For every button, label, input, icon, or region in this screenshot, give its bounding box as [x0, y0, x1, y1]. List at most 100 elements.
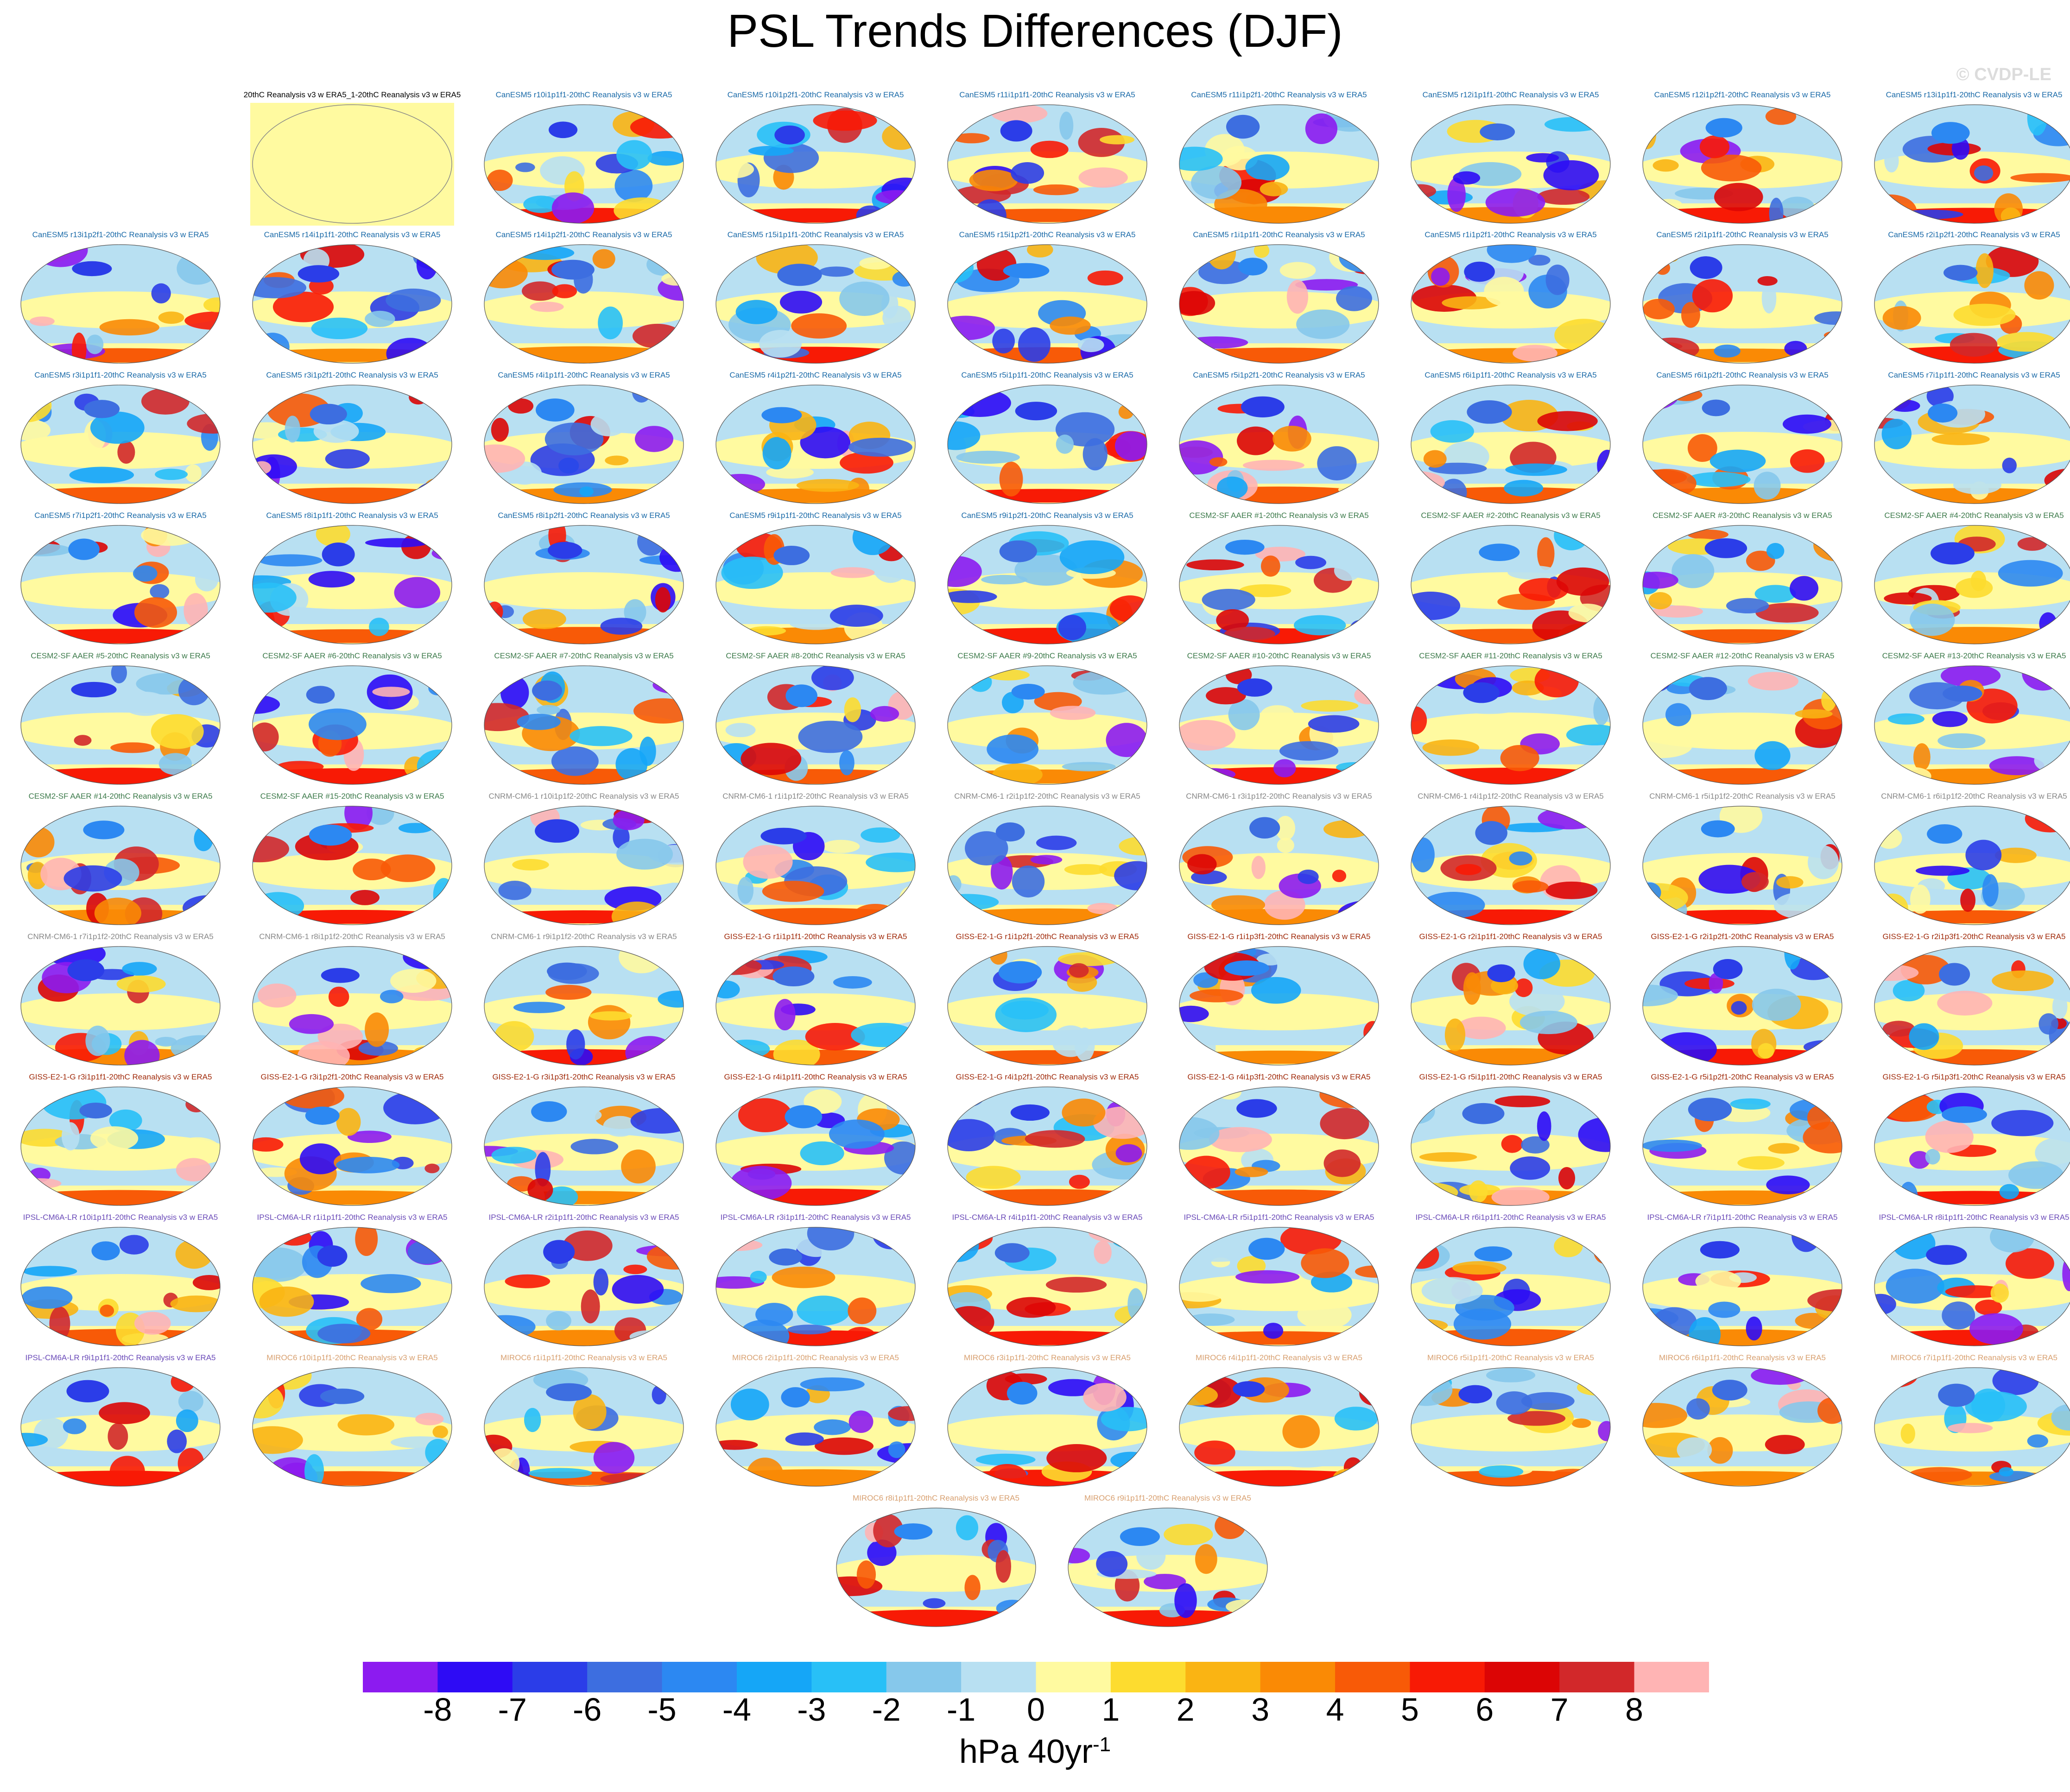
field-blob [347, 1130, 392, 1143]
field-blob [353, 858, 391, 881]
field-blob [761, 407, 802, 423]
field-blob [1937, 733, 1986, 749]
globe-outline [947, 946, 1147, 1066]
field-blob [1537, 188, 1590, 205]
map-panel: CanESM5 r12i1p1f1-20thC Reanalysis v3 w … [1395, 90, 1627, 229]
trend-field [948, 525, 1147, 644]
panel-label: CanESM5 r7i1p1f1-20thC Reanalysis v3 w E… [1888, 371, 2060, 379]
field-blob [1323, 1149, 1361, 1177]
field-blob [545, 1186, 578, 1205]
field-blob [2038, 1013, 2058, 1035]
field-blob [1030, 855, 1063, 864]
field-blob [423, 528, 447, 542]
field-blob [848, 1297, 877, 1325]
field-blob [184, 593, 208, 628]
field-blob [281, 1087, 344, 1109]
field-blob [1100, 135, 1135, 145]
map-background [250, 103, 454, 226]
trend-field [253, 666, 452, 784]
map-plot [1642, 946, 1842, 1066]
trend-field [1643, 385, 1842, 504]
field-blob [1239, 584, 1291, 597]
field-blob [730, 1166, 792, 1201]
field-blob [964, 1575, 981, 1600]
trend-field [1643, 245, 1842, 363]
field-blob [658, 991, 684, 1008]
field-blob [1189, 768, 1236, 781]
field-blob [543, 1240, 575, 1264]
field-blob [432, 1425, 448, 1439]
field-blob [991, 855, 1013, 890]
field-blob [1179, 1005, 1209, 1022]
field-band [1179, 206, 1379, 223]
field-blob [612, 1275, 664, 1304]
trend-field [21, 946, 220, 1065]
map-plot [252, 1086, 452, 1206]
field-band [484, 1330, 684, 1346]
field-band [716, 151, 915, 189]
globe-outline [947, 525, 1147, 644]
field-band [253, 487, 452, 504]
field-band [948, 628, 1147, 644]
panel-label: MIROC6 r6i1p1f1-20thC Reanalysis v3 w ER… [1659, 1353, 1826, 1362]
field-band [21, 348, 220, 363]
field-blob [1431, 267, 1450, 286]
field-blob [1754, 585, 1796, 603]
globe-outline [1179, 525, 1379, 644]
map-plot [947, 525, 1147, 644]
field-blob [1238, 258, 1268, 276]
field-blob [1768, 1143, 1800, 1154]
map-plot [484, 1227, 684, 1346]
field-blob [1910, 604, 1955, 636]
map-panel: IPSL-CM6A-LR r7i1p1f1-20thC Reanalysis v… [1627, 1213, 1858, 1352]
field-blob [750, 1270, 767, 1284]
globe-outline [1642, 665, 1842, 785]
panel-label: CNRM-CM6-1 r1i1p1f2-20thC Reanalysis v3 … [722, 792, 909, 801]
colorbar-swatch [811, 1662, 887, 1692]
field-band [484, 910, 684, 924]
field-blob [1900, 1423, 1915, 1444]
field-blob [204, 1464, 220, 1486]
map-panel: GISS-E2-1-G r3i1p3f1-20thC Reanalysis v3… [468, 1073, 700, 1211]
globe-outline [947, 1227, 1147, 1346]
field-blob [1709, 973, 1723, 994]
field-blob [616, 839, 673, 870]
field-blob [1874, 1294, 1896, 1315]
field-blob [738, 1098, 792, 1132]
field-blob [1320, 1108, 1369, 1140]
map-panel: GISS-E2-1-G r1i1p3f1-20thC Reanalysis v3… [1163, 932, 1395, 1071]
field-blob [1363, 1021, 1379, 1045]
field-blob [1191, 165, 1242, 200]
field-band [1643, 629, 1842, 643]
field-blob [1174, 1583, 1197, 1618]
panel-label: CESM2-SF AAER #10-20thC Reanalysis v3 w … [1187, 651, 1371, 660]
trend-field [253, 525, 452, 644]
field-blob [1909, 1023, 1939, 1050]
field-blob [94, 897, 142, 925]
field-blob [1245, 154, 1290, 181]
field-blob [344, 806, 373, 830]
field-blob [1277, 838, 1294, 853]
field-blob [992, 763, 1043, 784]
map-plot [947, 1367, 1147, 1487]
field-blob [1915, 865, 1970, 876]
field-blob [512, 859, 549, 871]
field-blob [1804, 667, 1833, 680]
field-blob [632, 323, 682, 348]
field-blob [1296, 309, 1350, 339]
field-blob [1263, 1323, 1284, 1339]
field-blob [716, 958, 762, 975]
colorbar-swatch [363, 1662, 438, 1692]
field-blob [1301, 1248, 1349, 1278]
field-blob [551, 259, 595, 280]
field-band [253, 348, 452, 362]
trend-field [484, 1227, 684, 1346]
globe-outline [20, 665, 221, 785]
field-blob [21, 1178, 62, 1189]
globe-outline [1411, 104, 1611, 224]
panel-label: GISS-E2-1-G r5i1p1f1-20thC Reanalysis v3… [1419, 1073, 1602, 1081]
colorbar-tick-label: -3 [797, 1691, 826, 1728]
field-blob [277, 761, 324, 773]
field-blob [1000, 120, 1032, 142]
field-blob [1910, 884, 1931, 914]
